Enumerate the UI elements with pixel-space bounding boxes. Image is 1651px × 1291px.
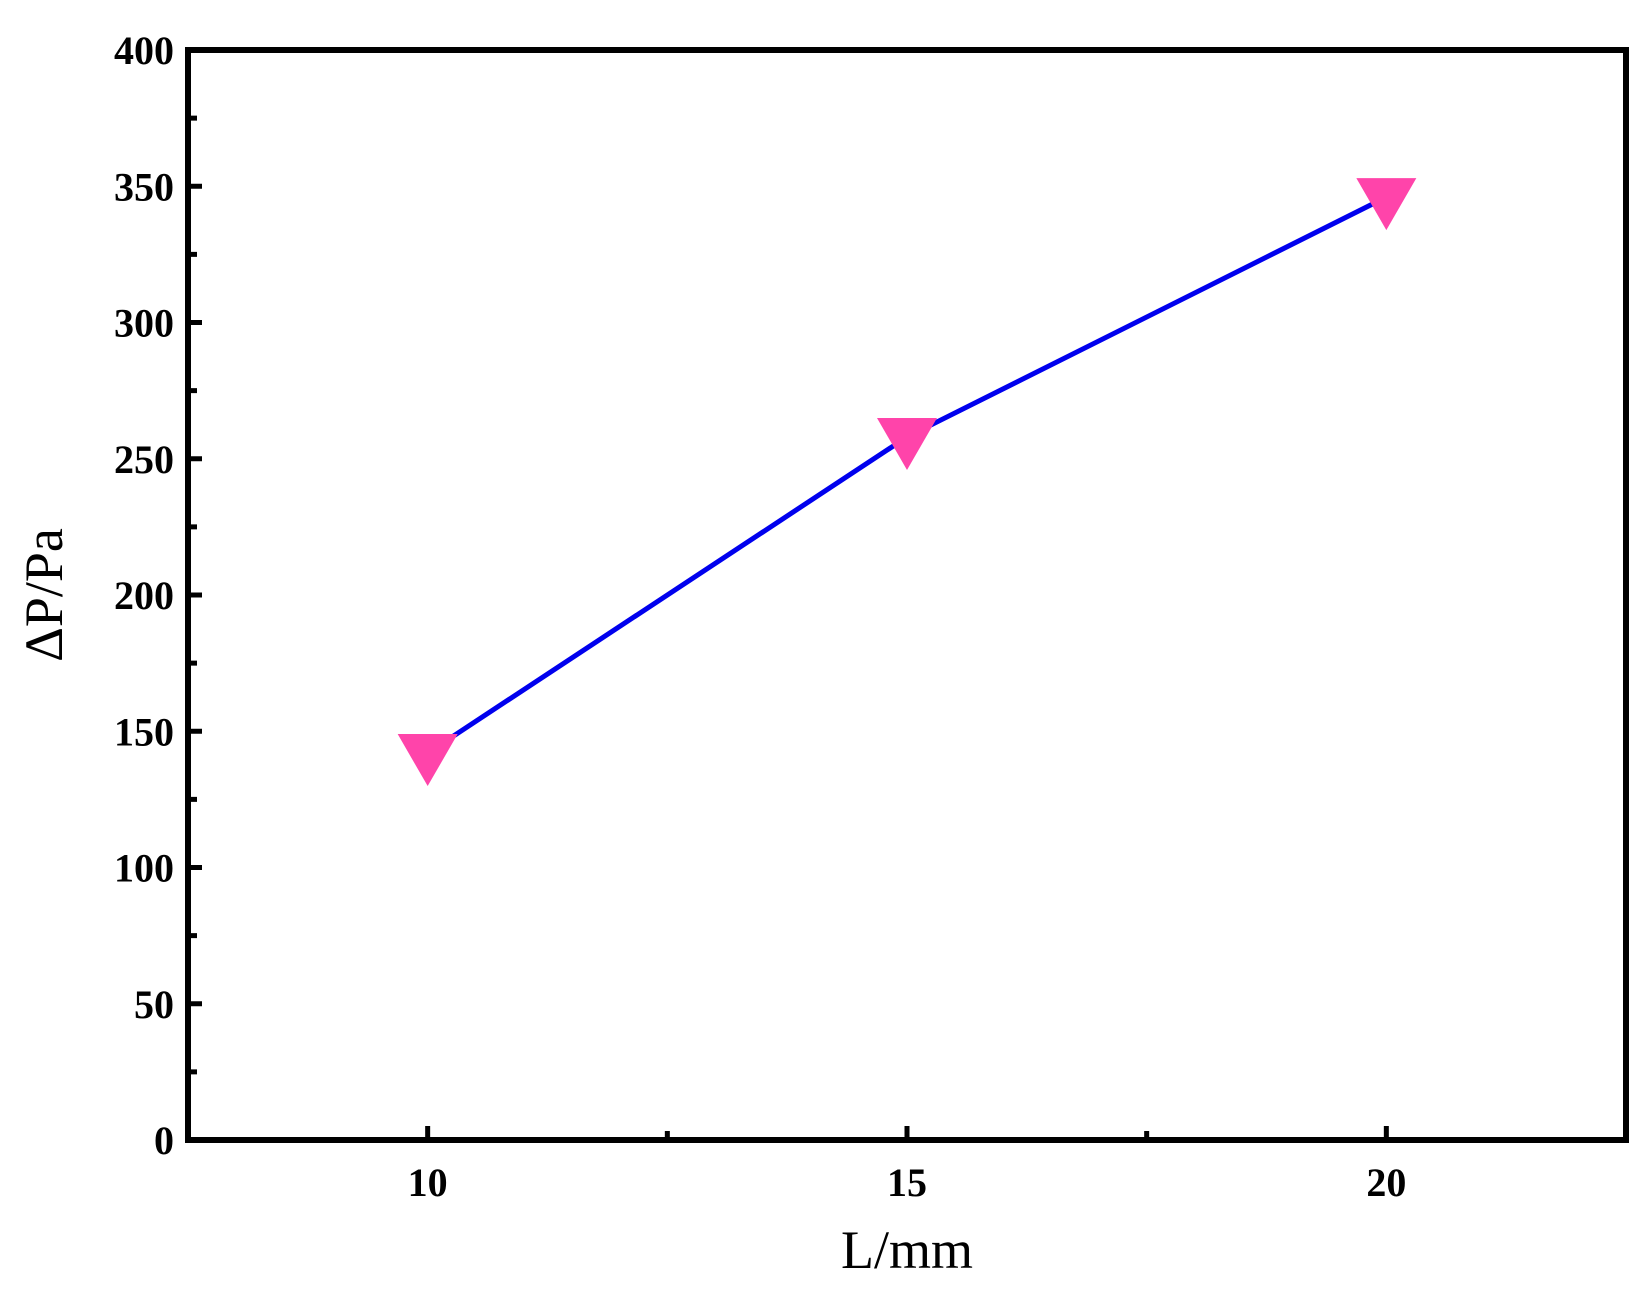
x-tick-label: 15 (887, 1160, 927, 1205)
plot-frame (185, 47, 1629, 1143)
data-point-marker (877, 417, 937, 470)
y-tick-label: 350 (114, 164, 174, 209)
y-tick-label: 300 (114, 301, 174, 346)
data-point-marker (397, 734, 458, 787)
axis-ticks (188, 47, 1389, 1143)
series-line (426, 194, 1388, 756)
y-tick-label: 400 (114, 28, 174, 73)
x-tick-label: 20 (1366, 1160, 1406, 1205)
y-tick-label: 100 (114, 846, 174, 891)
data-series (397, 178, 1417, 787)
y-tick-label: 200 (114, 573, 174, 618)
y-tick-label: 50 (134, 982, 174, 1027)
x-axis-title: L/mm (841, 1220, 973, 1280)
y-axis-title: ΔP/Pa (14, 528, 74, 662)
y-tick-label: 0 (154, 1118, 174, 1163)
y-tick-label: 250 (114, 437, 174, 482)
y-tick-label: 150 (114, 709, 174, 754)
data-point-marker (1356, 178, 1417, 231)
x-tick-label: 10 (408, 1160, 448, 1205)
tick-labels: 0 50 100 150 200 250 300 350 400 10 15 20 (114, 28, 1406, 1205)
